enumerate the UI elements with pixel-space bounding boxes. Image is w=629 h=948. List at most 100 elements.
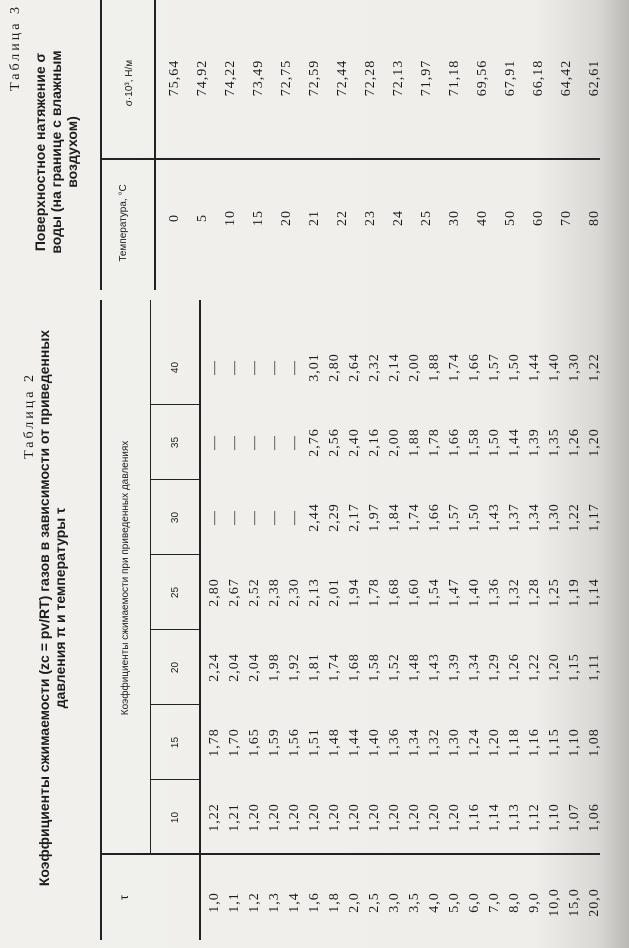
table2-value-cell: — <box>287 360 302 375</box>
table2-value-cell: 2,38 <box>267 578 282 607</box>
table2-value-cell: 1,40 <box>547 353 562 382</box>
table2-column-divider <box>150 779 200 780</box>
table2-value-cell: — <box>227 510 242 525</box>
table2-value-cell: 1,30 <box>547 503 562 532</box>
table2-value-cell: 1,20 <box>327 803 342 832</box>
table2-pressure-header: 25 <box>170 586 181 599</box>
table3-sigma-cell: 74,92 <box>195 59 210 97</box>
table2-value-cell: 1,32 <box>507 578 522 607</box>
table2-value-cell: 1,14 <box>487 803 502 832</box>
table2-value-cell: 2,13 <box>307 578 322 607</box>
table2-value-cell: 1,10 <box>567 728 582 757</box>
table2-value-cell: 1,11 <box>587 653 602 682</box>
table2-value-cell: 1,58 <box>467 428 482 457</box>
table2-value-cell: 2,76 <box>307 428 322 457</box>
table2-tau-cell: 5,0 <box>447 892 462 913</box>
table2-value-cell: 1,25 <box>547 578 562 607</box>
table2-column-divider <box>150 704 200 705</box>
table2-pressure-header: 40 <box>170 361 181 374</box>
table2-tau-cell: 3,0 <box>387 892 402 913</box>
table2-value-cell: 1,97 <box>367 503 382 532</box>
table2-value-cell: 2,00 <box>387 428 402 457</box>
table2-tau-cell: 1,1 <box>227 892 242 913</box>
table2-tau-cell: 1,0 <box>207 892 222 913</box>
table2-value-cell: 1,50 <box>467 503 482 532</box>
table3-temperature-cell: 10 <box>223 210 238 226</box>
table3-temperature-cell: 23 <box>363 210 378 226</box>
table2-value-cell: — <box>267 435 282 450</box>
table2-column-divider <box>150 629 200 630</box>
table3-sigma-cell: 72,13 <box>391 59 406 97</box>
table3-sigma-cell: 72,28 <box>363 59 378 97</box>
table2-value-cell: 1,66 <box>467 353 482 382</box>
table2-value-cell: 1,22 <box>207 803 222 832</box>
table2-value-cell: 1,57 <box>487 353 502 382</box>
table2-value-cell: 1,47 <box>447 578 462 607</box>
table2-value-cell: 1,65 <box>247 728 262 757</box>
table3-sigma-cell: 72,44 <box>335 59 350 97</box>
table3-temperature-cell: 24 <box>391 210 406 226</box>
table2-tau-cell: 1,2 <box>247 892 262 913</box>
table2-value-cell: — <box>227 435 242 450</box>
table2-value-cell: 1,74 <box>327 653 342 682</box>
table2-value-cell: 1,88 <box>407 428 422 457</box>
table2-pressure-header: 10 <box>170 811 181 824</box>
table2-value-cell: 1,20 <box>387 803 402 832</box>
table3-top-rule <box>100 0 102 290</box>
table2-value-cell: 1,32 <box>427 728 442 757</box>
table2-value-cell: 1,17 <box>587 503 602 532</box>
table2-value-cell: — <box>247 510 262 525</box>
table2-top-rule <box>100 300 102 940</box>
table2-value-cell: 2,29 <box>327 503 342 532</box>
table2-value-cell: 1,22 <box>527 653 542 682</box>
table2-value-cell: 1,20 <box>267 803 282 832</box>
table2-value-cell: 1,15 <box>547 728 562 757</box>
table2-tau-cell: 1,3 <box>267 892 282 913</box>
table2-tau-cell: 6,0 <box>467 892 482 913</box>
table3-temperature-cell: 21 <box>307 210 322 226</box>
table2-tau-cell: 20,0 <box>587 888 602 917</box>
table3-temperature-cell: 80 <box>587 210 602 226</box>
table3-temperature-cell: 60 <box>531 210 546 226</box>
table3-temperature-cell: 5 <box>195 214 210 222</box>
table2-tau-cell: 1,8 <box>327 892 342 913</box>
table2-value-cell: 2,56 <box>327 428 342 457</box>
table2-value-cell: 1,39 <box>447 653 462 682</box>
table3-sigma-header: σ·10³, Н/м <box>124 59 135 107</box>
table2-value-cell: 1,08 <box>587 728 602 757</box>
table2-value-cell: 1,50 <box>507 353 522 382</box>
table2-tau-cell: 15,0 <box>567 888 582 917</box>
table2-value-cell: 1,74 <box>407 503 422 532</box>
table2-value-cell: 2,64 <box>347 353 362 382</box>
table2-value-cell: 1,54 <box>427 578 442 607</box>
table2-value-cell: 1,34 <box>407 728 422 757</box>
table2-value-cell: 1,56 <box>287 728 302 757</box>
table2-tau-cell: 2,0 <box>347 892 362 913</box>
table2-value-cell: 1,30 <box>567 353 582 382</box>
table2-value-cell: 1,07 <box>567 803 582 832</box>
table2-value-cell: 1,20 <box>367 803 382 832</box>
table2-value-cell: 1,37 <box>507 503 522 532</box>
table2-value-cell: 1,60 <box>407 578 422 607</box>
table2-column-divider <box>150 479 200 480</box>
table2-value-cell: — <box>247 360 262 375</box>
table3-sigma-cell: 69,56 <box>475 59 490 97</box>
table2-value-cell: 2,04 <box>227 653 242 682</box>
table2-value-cell: 1,44 <box>347 728 362 757</box>
table2-value-cell: 2,16 <box>367 428 382 457</box>
table2-value-cell: 1,20 <box>407 803 422 832</box>
table3-title: Поверхностное натяжение σ воды (на грани… <box>32 4 80 300</box>
table2-value-cell: 1,44 <box>527 353 542 382</box>
table2-value-cell: — <box>267 510 282 525</box>
table2-value-cell: 1,13 <box>507 803 522 832</box>
table2-value-cell: 1,30 <box>447 728 462 757</box>
table3-temperature-header: Температура, °C <box>118 184 129 262</box>
table2-value-cell: 1,16 <box>527 728 542 757</box>
table2-tau-cell: 3,5 <box>407 892 422 913</box>
table2-tau-cell: 8,0 <box>507 892 522 913</box>
table3-sigma-cell: 72,75 <box>279 59 294 97</box>
table3-sigma-cell: 73,49 <box>251 59 266 97</box>
table2-value-cell: 2,40 <box>347 428 362 457</box>
table2-tau-cell: 10,0 <box>547 888 562 917</box>
table2-column-divider <box>150 404 200 405</box>
